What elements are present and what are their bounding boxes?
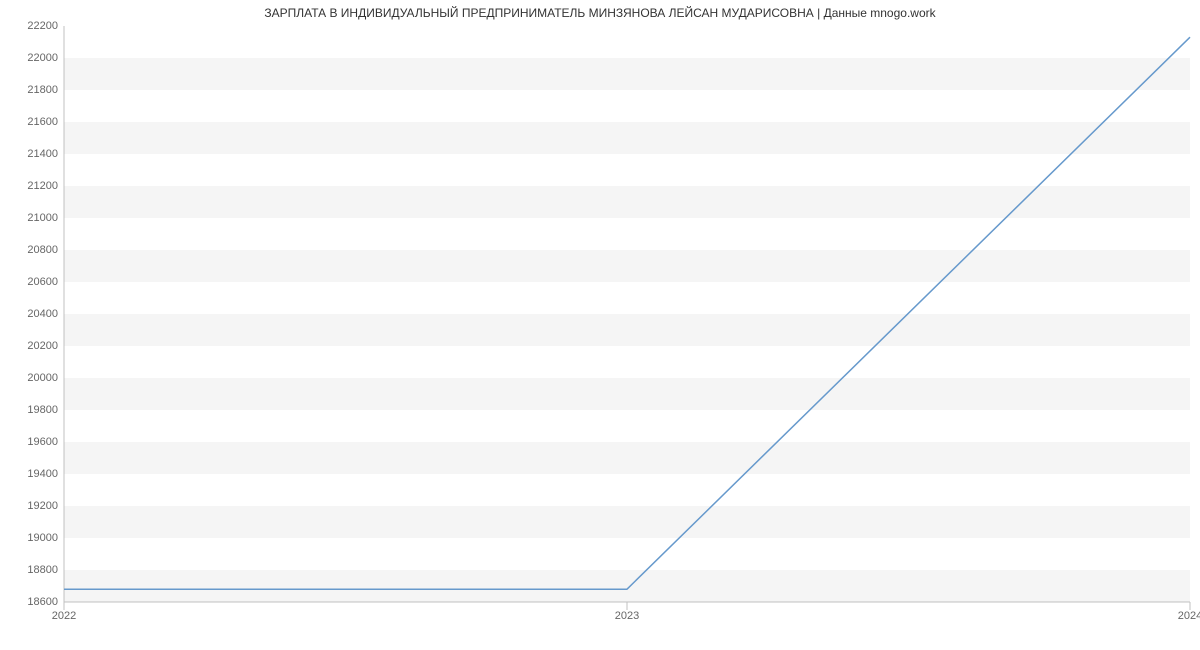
y-tick-label: 21000 <box>27 212 58 224</box>
grid-band <box>64 26 1190 58</box>
y-tick-label: 20000 <box>27 372 58 384</box>
grid-band <box>64 474 1190 506</box>
y-tick-label: 19000 <box>27 532 58 544</box>
y-tick-label: 19800 <box>27 404 58 416</box>
grid-band <box>64 250 1190 282</box>
grid-band <box>64 154 1190 186</box>
y-tick-label: 20800 <box>27 244 58 256</box>
grid-band <box>64 282 1190 314</box>
plot-area: 1860018800190001920019400196001980020000… <box>64 26 1190 602</box>
y-tick-label: 18600 <box>27 596 58 608</box>
y-tick-label: 21400 <box>27 148 58 160</box>
chart-svg <box>64 26 1190 602</box>
y-tick-label: 22200 <box>27 20 58 32</box>
grid-band <box>64 314 1190 346</box>
y-tick-label: 19600 <box>27 436 58 448</box>
y-tick-label: 20200 <box>27 340 58 352</box>
y-tick-label: 21800 <box>27 84 58 96</box>
grid-band <box>64 346 1190 378</box>
salary-chart: ЗАРПЛАТА В ИНДИВИДУАЛЬНЫЙ ПРЕДПРИНИМАТЕЛ… <box>0 0 1200 650</box>
y-tick-label: 20400 <box>27 308 58 320</box>
grid-band <box>64 122 1190 154</box>
x-tick-label: 2023 <box>615 610 639 622</box>
y-tick-label: 20600 <box>27 276 58 288</box>
grid-band <box>64 90 1190 122</box>
y-tick-label: 21200 <box>27 180 58 192</box>
grid-band <box>64 218 1190 250</box>
x-tick-label: 2024 <box>1178 610 1200 622</box>
x-tick-label: 2022 <box>52 610 76 622</box>
grid-band <box>64 58 1190 90</box>
y-tick-label: 22000 <box>27 52 58 64</box>
y-tick-label: 18800 <box>27 564 58 576</box>
y-tick-label: 19400 <box>27 468 58 480</box>
grid-band <box>64 410 1190 442</box>
grid-band <box>64 442 1190 474</box>
grid-band <box>64 570 1190 602</box>
grid-band <box>64 506 1190 538</box>
chart-title: ЗАРПЛАТА В ИНДИВИДУАЛЬНЫЙ ПРЕДПРИНИМАТЕЛ… <box>0 6 1200 20</box>
y-tick-label: 19200 <box>27 500 58 512</box>
grid-band <box>64 378 1190 410</box>
y-tick-label: 21600 <box>27 116 58 128</box>
grid-band <box>64 538 1190 570</box>
